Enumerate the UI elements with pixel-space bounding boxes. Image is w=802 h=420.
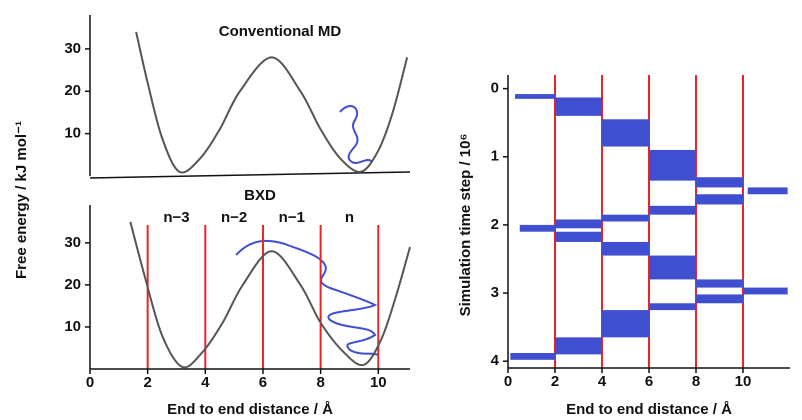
time-bar — [555, 231, 602, 242]
time-bar — [649, 255, 696, 280]
y-tick-label: 20 — [64, 276, 81, 293]
time-bar — [602, 119, 649, 147]
y-tick-label: 20 — [64, 82, 81, 99]
x-tick-label: 0 — [86, 374, 94, 391]
x-tick-label: 2 — [551, 373, 559, 390]
time-bar — [649, 149, 696, 181]
y-tick-label: 30 — [64, 40, 81, 57]
time-bar — [602, 241, 649, 256]
x-tick-label: 4 — [598, 373, 607, 390]
time-bar — [555, 219, 602, 229]
y-tick-label: 0 — [491, 80, 499, 97]
chain-sketch — [235, 239, 379, 356]
y-tick-label: 1 — [491, 148, 499, 165]
y-tick-label: 30 — [64, 234, 81, 251]
box-label: n−1 — [279, 209, 305, 226]
chain-sketch — [339, 105, 373, 164]
time-bar — [519, 224, 555, 232]
energy-curve — [129, 221, 411, 369]
panel-title: BXD — [244, 187, 276, 204]
y-tick-label: 3 — [491, 284, 499, 301]
time-bar — [510, 353, 555, 360]
time-bar — [602, 310, 649, 338]
y-axis-label: Simulation time step / 10⁶ — [457, 134, 474, 317]
x-tick-label: 2 — [143, 374, 151, 391]
x-tick-label: 8 — [692, 373, 700, 390]
time-bar — [555, 97, 602, 116]
baseline — [89, 171, 411, 179]
time-bar — [747, 187, 788, 195]
x-axis-label: End to end distance / Å — [167, 401, 333, 418]
x-axis-label: End to end distance / Å — [566, 401, 732, 418]
y-tick-label: 4 — [491, 352, 500, 369]
time-bar — [555, 337, 602, 355]
energy-curve — [135, 31, 409, 174]
y-tick-label: 2 — [491, 216, 499, 233]
time-bar — [696, 294, 743, 304]
y-tick-label: 10 — [64, 318, 81, 335]
time-bar — [696, 177, 743, 188]
x-tick-label: 0 — [504, 373, 512, 390]
time-bar — [649, 205, 696, 215]
time-bar — [743, 287, 788, 295]
x-tick-label: 10 — [735, 373, 752, 390]
time-bar — [649, 303, 696, 311]
x-tick-label: 6 — [645, 373, 653, 390]
panel-title: Conventional MD — [219, 23, 342, 40]
box-label: n−3 — [163, 209, 189, 226]
time-bar — [602, 214, 649, 222]
x-tick-label: 10 — [370, 374, 387, 391]
box-label: n — [345, 209, 354, 226]
x-tick-label: 8 — [316, 374, 324, 391]
x-tick-label: 6 — [259, 374, 267, 391]
y-axis-label: Free energy / kJ mol⁻¹ — [13, 121, 30, 279]
time-bar — [515, 94, 555, 99]
time-bar — [696, 194, 743, 205]
x-tick-label: 4 — [201, 374, 210, 391]
y-tick-label: 10 — [64, 125, 81, 142]
box-label: n−2 — [221, 209, 247, 226]
time-bar — [696, 279, 743, 288]
